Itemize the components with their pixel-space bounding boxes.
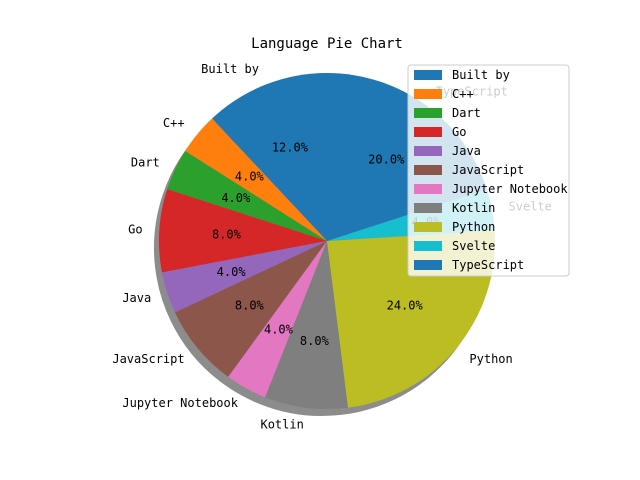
slice-built-by bbox=[211, 73, 327, 241]
legend-swatch-javascript bbox=[414, 165, 442, 175]
slice-percent-java: 4.0% bbox=[217, 265, 247, 279]
legend-label-c: C++ bbox=[452, 87, 474, 101]
slice-label-c: C++ bbox=[163, 116, 185, 130]
slice-label-python: Python bbox=[469, 352, 512, 366]
chart-title: Language Pie Chart bbox=[251, 36, 403, 52]
slice-c bbox=[185, 118, 327, 241]
legend-label-svelte: Svelte bbox=[452, 239, 495, 253]
slice-go bbox=[159, 189, 327, 273]
slice-percent-javascript: 8.0% bbox=[235, 298, 265, 312]
legend-label-python: Python bbox=[452, 220, 495, 234]
slice-label-go: Go bbox=[128, 222, 142, 236]
slice-jupyter-notebook bbox=[228, 241, 327, 398]
slice-kotlin bbox=[265, 241, 349, 409]
legend-swatch-dart bbox=[414, 108, 442, 118]
legend-label-go: Go bbox=[452, 125, 466, 139]
slice-label-kotlin: Kotlin bbox=[260, 417, 303, 431]
legend-label-typescript: TypeScript bbox=[452, 258, 524, 272]
legend-swatch-python bbox=[414, 222, 442, 232]
legend-swatch-java bbox=[414, 146, 442, 156]
legend-swatch-built-by bbox=[414, 70, 442, 80]
legend-label-java: Java bbox=[452, 144, 481, 158]
legend-frame bbox=[407, 64, 570, 277]
slice-label-built-by: Built by bbox=[201, 62, 259, 76]
legend-swatch-svelte bbox=[414, 241, 442, 251]
slice-label-jupyter-notebook: Jupyter Notebook bbox=[122, 396, 238, 410]
slice-percent-jupyter-notebook: 4.0% bbox=[264, 322, 294, 336]
legend-label-javascript: JavaScript bbox=[452, 163, 524, 177]
slice-percent-built-by: 12.0% bbox=[272, 140, 309, 154]
slice-percent-typescript: 20.0% bbox=[368, 152, 405, 166]
legend-label-dart: Dart bbox=[452, 106, 481, 120]
slice-java bbox=[161, 241, 327, 313]
legend: Built by C++ Dart Go Java JavaScript Jupyter N… bbox=[407, 64, 570, 277]
slice-label-dart: Dart bbox=[131, 155, 160, 169]
slice-percent-python: 24.0% bbox=[387, 298, 424, 312]
slice-label-java: Java bbox=[122, 291, 151, 305]
slice-percent-c: 4.0% bbox=[235, 170, 265, 184]
slice-javascript bbox=[174, 241, 327, 377]
legend-label-jupyter-notebook: Jupyter Notebook bbox=[452, 182, 568, 196]
legend-swatch-jupyter-notebook bbox=[414, 184, 442, 194]
legend-label-kotlin: Kotlin bbox=[452, 201, 495, 215]
slice-dart bbox=[167, 150, 327, 241]
legend-label-built-by: Built by bbox=[452, 68, 510, 82]
slice-label-javascript: JavaScript bbox=[112, 352, 184, 366]
legend-swatch-kotlin bbox=[414, 203, 442, 213]
slice-percent-kotlin: 8.0% bbox=[300, 334, 330, 348]
slice-percent-dart: 4.0% bbox=[221, 191, 251, 205]
legend-swatch-c bbox=[414, 89, 442, 99]
legend-swatch-go bbox=[414, 127, 442, 137]
legend-swatch-typescript bbox=[414, 260, 442, 270]
slice-percent-go: 8.0% bbox=[212, 228, 242, 242]
